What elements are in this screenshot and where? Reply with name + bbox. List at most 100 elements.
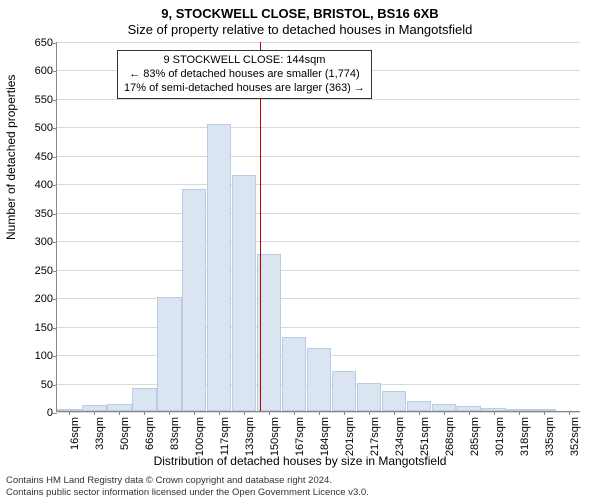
- x-tick-mark: [319, 411, 320, 415]
- gridline: 300: [57, 241, 580, 242]
- gridline: 650: [57, 42, 580, 43]
- y-tick-label: 350: [35, 208, 53, 220]
- gridline: 500: [57, 127, 580, 128]
- x-tick-mark: [494, 411, 495, 415]
- y-tick-mark: [53, 356, 57, 357]
- x-tick-mark: [219, 411, 220, 415]
- y-tick-mark: [53, 43, 57, 44]
- x-tick-label: 16sqm: [69, 417, 81, 450]
- x-tick-label: 268sqm: [444, 417, 456, 456]
- y-tick-mark: [53, 385, 57, 386]
- annot-line1: 9 STOCKWELL CLOSE: 144sqm: [124, 54, 365, 68]
- x-axis-label: Distribution of detached houses by size …: [0, 454, 600, 468]
- x-tick-label: 50sqm: [119, 417, 131, 450]
- footer-attribution: Contains HM Land Registry data © Crown c…: [6, 475, 594, 498]
- y-tick-label: 500: [35, 122, 53, 134]
- y-tick-mark: [53, 185, 57, 186]
- histogram-bar: [382, 391, 406, 411]
- y-tick-label: 600: [35, 65, 53, 77]
- y-tick-mark: [53, 328, 57, 329]
- x-tick-mark: [519, 411, 520, 415]
- x-tick-label: 150sqm: [269, 417, 281, 456]
- gridline: 400: [57, 184, 580, 185]
- x-tick-mark: [469, 411, 470, 415]
- y-tick-label: 450: [35, 151, 53, 163]
- histogram-bar: [107, 404, 131, 411]
- gridline: 450: [57, 156, 580, 157]
- y-tick-mark: [53, 413, 57, 414]
- histogram-plot: 0501001502002503003504004505005506006501…: [56, 42, 580, 412]
- histogram-bar: [432, 404, 456, 411]
- x-tick-label: 217sqm: [369, 417, 381, 456]
- x-tick-label: 167sqm: [294, 417, 306, 456]
- x-tick-mark: [269, 411, 270, 415]
- x-tick-label: 251sqm: [419, 417, 431, 456]
- histogram-bar: [456, 406, 480, 411]
- x-tick-mark: [169, 411, 170, 415]
- footer-line2: Contains public sector information licen…: [6, 487, 594, 498]
- histogram-bar: [157, 297, 181, 411]
- x-tick-label: 201sqm: [344, 417, 356, 456]
- histogram-bar: [307, 348, 331, 411]
- y-tick-mark: [53, 71, 57, 72]
- histogram-bar: [332, 371, 356, 411]
- y-tick-label: 650: [35, 37, 53, 49]
- histogram-bar: [407, 401, 431, 411]
- y-tick-label: 550: [35, 94, 53, 106]
- y-tick-mark: [53, 128, 57, 129]
- histogram-bar: [182, 189, 206, 411]
- x-tick-label: 33sqm: [94, 417, 106, 450]
- x-tick-label: 352sqm: [569, 417, 581, 456]
- histogram-bar: [207, 124, 231, 411]
- y-tick-mark: [53, 299, 57, 300]
- histogram-bar: [132, 388, 156, 411]
- histogram-bar: [57, 409, 81, 411]
- y-tick-mark: [53, 157, 57, 158]
- gridline: 200: [57, 298, 580, 299]
- y-tick-label: 300: [35, 236, 53, 248]
- x-tick-label: 100sqm: [194, 417, 206, 456]
- x-tick-label: 133sqm: [244, 417, 256, 456]
- y-tick-label: 50: [41, 379, 53, 391]
- y-tick-mark: [53, 271, 57, 272]
- y-tick-mark: [53, 214, 57, 215]
- histogram-bar: [232, 175, 256, 411]
- annot-line3: 17% of semi-detached houses are larger (…: [124, 82, 365, 96]
- y-tick-label: 250: [35, 265, 53, 277]
- x-tick-mark: [144, 411, 145, 415]
- footer-line1: Contains HM Land Registry data © Crown c…: [6, 475, 594, 486]
- annot-line2: ← 83% of detached houses are smaller (1,…: [124, 68, 365, 82]
- gridline: 250: [57, 270, 580, 271]
- x-tick-mark: [69, 411, 70, 415]
- x-tick-mark: [194, 411, 195, 415]
- title-subtitle: Size of property relative to detached ho…: [0, 22, 600, 37]
- x-tick-mark: [94, 411, 95, 415]
- y-tick-mark: [53, 100, 57, 101]
- histogram-bar: [357, 383, 381, 411]
- x-tick-mark: [369, 411, 370, 415]
- histogram-bar: [531, 409, 555, 411]
- x-tick-label: 285sqm: [469, 417, 481, 456]
- x-tick-mark: [569, 411, 570, 415]
- histogram-bar: [506, 409, 530, 411]
- y-axis-label: Number of detached properties: [4, 75, 18, 240]
- x-tick-mark: [394, 411, 395, 415]
- histogram-bar: [82, 405, 106, 411]
- y-tick-mark: [53, 242, 57, 243]
- title-address: 9, STOCKWELL CLOSE, BRISTOL, BS16 6XB: [0, 6, 600, 21]
- x-tick-label: 234sqm: [394, 417, 406, 456]
- x-tick-label: 335sqm: [544, 417, 556, 456]
- x-tick-mark: [444, 411, 445, 415]
- x-tick-label: 66sqm: [144, 417, 156, 450]
- histogram-bar: [282, 337, 306, 411]
- annotation-box: 9 STOCKWELL CLOSE: 144sqm← 83% of detach…: [117, 50, 372, 99]
- gridline: 350: [57, 213, 580, 214]
- x-tick-mark: [294, 411, 295, 415]
- y-tick-label: 400: [35, 179, 53, 191]
- y-tick-label: 0: [47, 407, 53, 419]
- x-tick-mark: [419, 411, 420, 415]
- y-tick-label: 100: [35, 350, 53, 362]
- x-tick-label: 301sqm: [494, 417, 506, 456]
- x-tick-mark: [244, 411, 245, 415]
- y-tick-label: 150: [35, 322, 53, 334]
